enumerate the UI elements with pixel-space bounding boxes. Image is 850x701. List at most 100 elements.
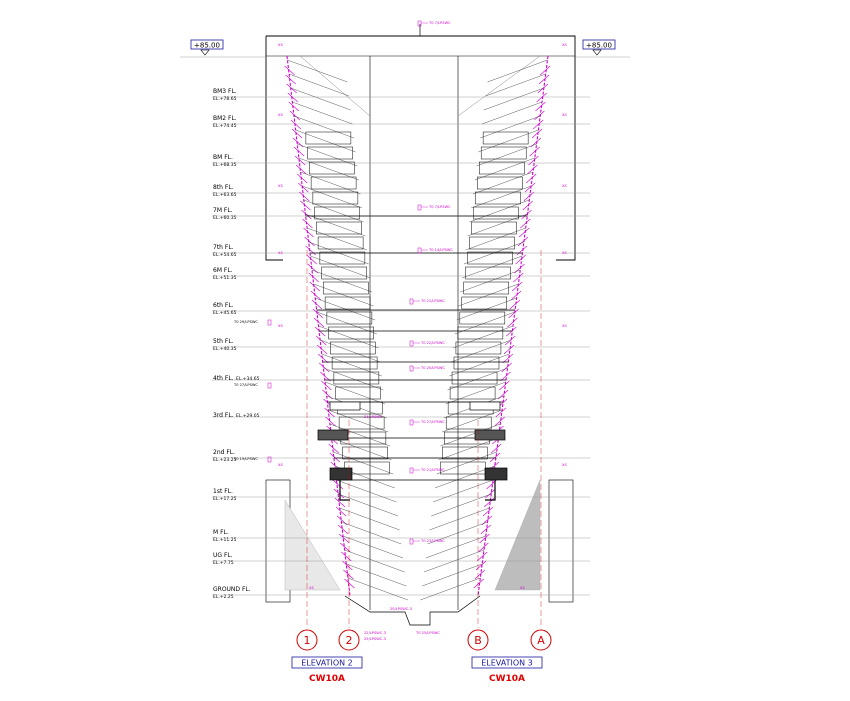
tag-marker [409,538,414,545]
louver [303,199,364,223]
glazing-panel [473,206,519,220]
svg-text:1: 1 [304,634,311,647]
louver [341,521,402,545]
glazing-panel [451,371,498,385]
level-name: 8th FL. [213,184,234,191]
fin [329,452,340,463]
level-elevation: EL.+74.45 [213,123,237,129]
fin [507,317,518,328]
glazing-panel [319,251,366,265]
xs-marker: XS [562,324,567,328]
glazing-panel [309,161,355,175]
fin [312,308,324,319]
base-tag: 20/LPSWC-3 [390,607,412,611]
glazing-panel [342,446,388,460]
svg-text:A: A [537,634,545,647]
fin [290,119,302,130]
fin [306,254,317,265]
level-elevation: EL.+17.25 [213,496,237,502]
louver [297,143,358,167]
glazing-panel [463,281,509,295]
tag-marker [409,467,414,474]
xs-marker: XS [520,586,525,590]
base-tag: T0 25/LPSWC [415,631,440,635]
fin [531,128,543,139]
level-name: BM FL. [213,154,233,161]
glazing-panel [310,176,357,190]
louver [336,479,397,503]
ground-hatch [284,479,541,591]
louver [422,563,483,587]
glazing-panel [449,386,496,400]
louver [452,325,514,349]
level-name: 2nd FL. [213,449,235,456]
xs-marker: XS [278,184,283,188]
glazing-panel [469,236,515,250]
tag-marker [267,319,272,326]
fin [285,74,296,85]
louver [442,409,503,433]
louver [480,115,541,139]
louver [427,521,488,545]
louver [347,577,408,601]
louver [344,549,405,573]
glazing-panel [442,446,488,460]
xs-marker: XS [278,251,283,255]
fin [513,272,524,283]
fin [511,281,523,292]
grid-marker-2: 2 [338,629,360,651]
fin [490,443,502,454]
glazing-panel [467,251,513,265]
glazing-panel [455,341,502,355]
center-tag: T0 23/LPSWC [420,539,445,543]
louver [487,59,548,83]
glazing-panel [471,221,517,235]
fin [475,560,487,571]
louver [460,269,521,293]
louver [290,87,351,111]
glazing-panel [475,191,521,205]
xs-marker: XS [278,324,283,328]
elevation-2-label: ELEVATION 2 [301,659,353,668]
glazing-panel [480,146,527,160]
glazing-panel [321,266,367,280]
svg-text:2: 2 [346,634,353,647]
level-name: 4th FL. [213,375,234,382]
fin [299,191,310,202]
xs-marker: XS [309,586,314,590]
tag-marker [409,419,414,426]
louver [311,269,373,293]
louver [331,437,392,461]
xs-marker: XS [562,184,567,188]
louver [447,367,508,391]
level-name: 7th FL. [213,244,234,251]
louver [339,507,400,531]
glazing-panel [316,221,362,235]
louver [440,423,501,447]
fin [520,218,531,229]
glazing-panel [445,416,492,430]
level-name: 5th FL. [213,338,234,345]
fin [319,362,330,373]
fin [510,290,522,301]
fin [489,452,501,463]
level-name: UG FL. [213,552,233,559]
tag-marker [417,20,422,27]
louver [318,325,379,349]
fin [341,551,352,562]
fin [518,227,530,238]
datum-label-left: +85.00 [194,42,220,50]
grid-marker-b: B [467,629,489,651]
louver [423,549,485,573]
fin [333,488,345,499]
tag-marker [409,340,414,347]
fin [539,65,551,76]
fin [482,506,494,517]
fin [503,344,515,355]
fin [316,344,328,355]
level-elevation: EL.+34.65 [236,376,260,382]
louver [306,227,368,251]
fin [485,488,496,499]
fin [328,443,339,454]
fin [479,533,490,544]
